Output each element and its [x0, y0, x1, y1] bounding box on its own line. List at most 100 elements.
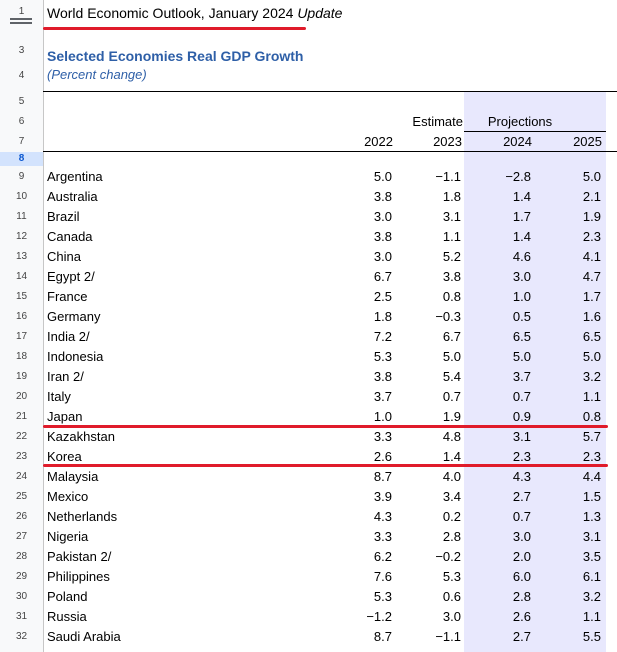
row-number[interactable]: 23 — [15, 451, 28, 462]
value-cell[interactable]: 8.7 — [373, 469, 392, 484]
country-name[interactable]: India 2/ — [47, 329, 90, 344]
value-cell[interactable]: 3.0 — [373, 249, 392, 264]
value-cell[interactable]: −0.3 — [435, 309, 461, 324]
row-number[interactable]: 4 — [18, 70, 25, 81]
country-name[interactable]: Saudi Arabia — [47, 629, 121, 644]
value-cell[interactable]: 2.6 — [373, 449, 392, 464]
country-name[interactable]: Poland — [47, 589, 88, 604]
value-cell[interactable]: 3.8 — [373, 369, 392, 384]
value-cell[interactable]: 1.8 — [442, 189, 461, 204]
value-cell[interactable]: 4.3 — [512, 469, 531, 484]
value-cell[interactable]: 6.7 — [373, 269, 392, 284]
country-name[interactable]: Netherlands — [47, 509, 118, 524]
row-number[interactable]: 18 — [15, 351, 28, 362]
value-cell[interactable]: 2.3 — [582, 449, 601, 464]
value-cell[interactable]: 3.0 — [512, 269, 531, 284]
row-number[interactable]: 27 — [15, 531, 28, 542]
value-cell[interactable]: 5.3 — [373, 349, 392, 364]
row-number[interactable]: 17 — [15, 331, 28, 342]
value-cell[interactable]: 1.0 — [512, 289, 531, 304]
value-cell[interactable]: 5.5 — [582, 629, 601, 644]
country-name[interactable]: Philippines — [47, 569, 110, 584]
country-name[interactable]: Kazakhstan — [47, 429, 115, 444]
row-number[interactable]: 1 — [18, 6, 25, 17]
row-number[interactable]: 19 — [15, 371, 28, 382]
value-cell[interactable]: 1.9 — [442, 409, 461, 424]
value-cell[interactable]: 5.2 — [442, 249, 461, 264]
value-cell[interactable]: 5.0 — [582, 349, 601, 364]
freeze-handle-icon[interactable] — [10, 18, 32, 24]
value-cell[interactable]: 7.2 — [373, 329, 392, 344]
row-number[interactable]: 25 — [15, 491, 28, 502]
value-cell[interactable]: 1.3 — [582, 509, 601, 524]
value-cell[interactable]: 2.5 — [373, 289, 392, 304]
value-cell[interactable]: 3.8 — [373, 229, 392, 244]
value-cell[interactable]: 2.8 — [442, 529, 461, 544]
value-cell[interactable]: 5.3 — [442, 569, 461, 584]
row-number[interactable]: 15 — [15, 291, 28, 302]
value-cell[interactable]: 4.7 — [582, 269, 601, 284]
value-cell[interactable]: 8.7 — [373, 629, 392, 644]
value-cell[interactable]: 1.4 — [512, 229, 531, 244]
value-cell[interactable]: 0.5 — [512, 309, 531, 324]
row-number[interactable]: 20 — [15, 391, 28, 402]
row-number[interactable]: 10 — [15, 191, 28, 202]
value-cell[interactable]: −2.8 — [505, 169, 531, 184]
value-cell[interactable]: 5.0 — [512, 349, 531, 364]
value-cell[interactable]: 1.8 — [373, 309, 392, 324]
value-cell[interactable]: 2.0 — [512, 549, 531, 564]
value-cell[interactable]: 6.5 — [582, 329, 601, 344]
value-cell[interactable]: 0.7 — [512, 389, 531, 404]
value-cell[interactable]: 3.3 — [373, 529, 392, 544]
country-name[interactable]: France — [47, 289, 88, 304]
row-number[interactable]: 5 — [18, 96, 25, 107]
row-number[interactable]: 11 — [16, 211, 27, 222]
country-name[interactable]: Malaysia — [47, 469, 99, 484]
row-number[interactable]: 12 — [15, 231, 28, 242]
row-number[interactable]: 16 — [15, 311, 28, 322]
value-cell[interactable]: 0.8 — [442, 289, 461, 304]
row-number[interactable]: 6 — [18, 116, 25, 127]
value-cell[interactable]: −0.2 — [435, 549, 461, 564]
value-cell[interactable]: 5.4 — [442, 369, 461, 384]
value-cell[interactable]: 0.9 — [512, 409, 531, 424]
value-cell[interactable]: 3.8 — [442, 269, 461, 284]
value-cell[interactable]: 6.0 — [512, 569, 531, 584]
value-cell[interactable]: 3.2 — [582, 589, 601, 604]
value-cell[interactable]: 1.1 — [582, 389, 601, 404]
value-cell[interactable]: 2.3 — [582, 229, 601, 244]
value-cell[interactable]: 2.6 — [512, 609, 531, 624]
value-cell[interactable]: 1.1 — [582, 609, 601, 624]
value-cell[interactable]: 6.7 — [442, 329, 461, 344]
value-cell[interactable]: 5.3 — [373, 589, 392, 604]
value-cell[interactable]: 1.9 — [582, 209, 601, 224]
country-name[interactable]: Italy — [47, 389, 71, 404]
value-cell[interactable]: 0.6 — [442, 589, 461, 604]
country-name[interactable]: Russia — [47, 609, 87, 624]
value-cell[interactable]: 7.6 — [373, 569, 392, 584]
country-name[interactable]: Argentina — [47, 169, 103, 184]
value-cell[interactable]: 3.9 — [373, 489, 392, 504]
row-number[interactable]: 31 — [15, 611, 28, 622]
value-cell[interactable]: 3.0 — [373, 209, 392, 224]
value-cell[interactable]: 2.3 — [512, 449, 531, 464]
value-cell[interactable]: −1.2 — [366, 609, 392, 624]
value-cell[interactable]: 2.8 — [512, 589, 531, 604]
row-number-selected[interactable]: 8 — [0, 152, 43, 166]
country-name[interactable]: Germany — [47, 309, 101, 324]
row-number[interactable]: 30 — [15, 591, 28, 602]
value-cell[interactable]: 1.1 — [442, 229, 461, 244]
value-cell[interactable]: 4.4 — [582, 469, 601, 484]
value-cell[interactable]: 0.7 — [512, 509, 531, 524]
row-number[interactable]: 28 — [15, 551, 28, 562]
value-cell[interactable]: 4.0 — [442, 469, 461, 484]
row-number[interactable]: 22 — [15, 431, 28, 442]
value-cell[interactable]: 6.1 — [582, 569, 601, 584]
country-name[interactable]: Indonesia — [47, 349, 104, 364]
country-name[interactable]: Iran 2/ — [47, 369, 84, 384]
row-number[interactable]: 32 — [15, 631, 28, 642]
row-number[interactable]: 9 — [18, 171, 25, 182]
row-number[interactable]: 13 — [15, 251, 28, 262]
value-cell[interactable]: 3.8 — [373, 189, 392, 204]
value-cell[interactable]: 4.8 — [442, 429, 461, 444]
